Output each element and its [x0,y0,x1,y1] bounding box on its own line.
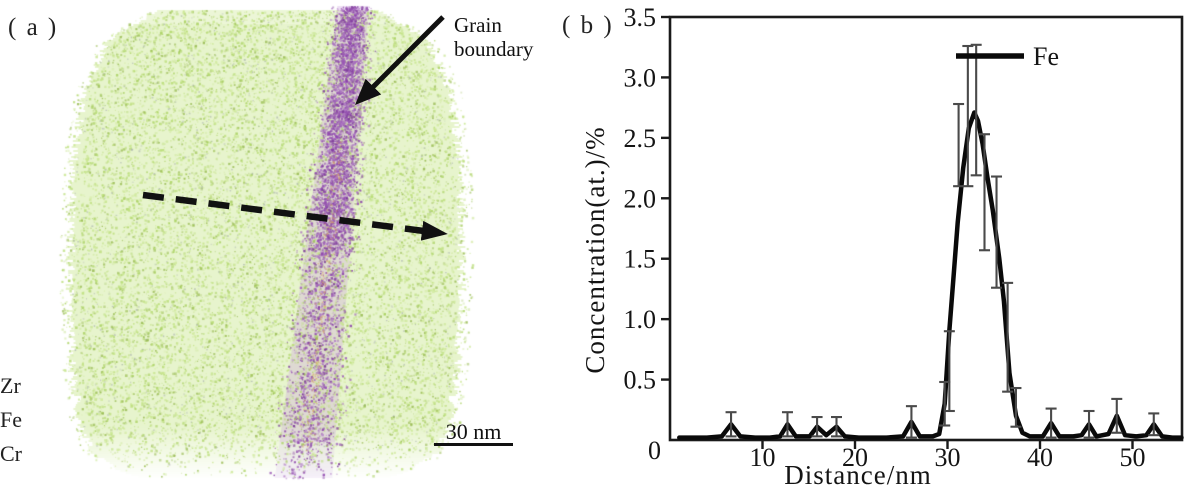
grain-boundary-label-line1: Grain [454,13,502,37]
grain-boundary-label: Grain boundary [454,13,533,61]
element-label-cr: Cr [0,441,22,466]
panel-atom-map: ( a ) Grain boundary Zr Fe Cr 30 nm [0,0,560,486]
y-tick-label: 3.5 [624,3,657,32]
composition-profile-dashed-arrow [142,191,448,241]
y-tick-label: 2.0 [624,184,657,213]
panel-a-label: ( a ) [8,14,59,41]
y-tick-label: 0.5 [624,366,657,395]
x-tick-label: 30 [935,443,961,472]
element-label-fe: Fe [0,407,22,432]
y-tick-label: 2.5 [624,124,657,153]
legend-label-fe: Fe [1033,42,1059,71]
x-tick-label: 10 [750,443,776,472]
fe-series-line [677,110,1184,440]
y-axis-title: Concentration(at.)/% [580,126,610,373]
x-tick-label: 40 [1027,443,1053,472]
panel-b-label: ( b ) [562,12,614,39]
panel-a-overlay [142,15,448,241]
x-tick-label: 50 [1120,443,1146,472]
grain-boundary-arrow [355,15,445,105]
scale-bar-label: 30 nm [445,419,502,444]
scale-bar-line [434,443,513,446]
element-labels: Zr Fe Cr [0,369,22,471]
x-tick-label: 20 [842,443,868,472]
grain-boundary-label-line2: boundary [454,37,534,61]
origin-tick-label: 0 [648,436,661,465]
atom-map-canvas [0,0,560,486]
x-axis-title: Distance/nm [784,460,931,486]
element-label-zr: Zr [0,373,21,398]
y-tick-label: 1.0 [624,305,657,334]
y-tick-label: 3.0 [624,63,657,92]
chart-generated-group: 0 0.5 1.0 1.5 2.0 2.5 3.0 3.5 10 20 30 40 50 [624,3,1184,472]
axis-frame [668,15,1184,442]
y-tick-label: 1.5 [624,245,657,274]
